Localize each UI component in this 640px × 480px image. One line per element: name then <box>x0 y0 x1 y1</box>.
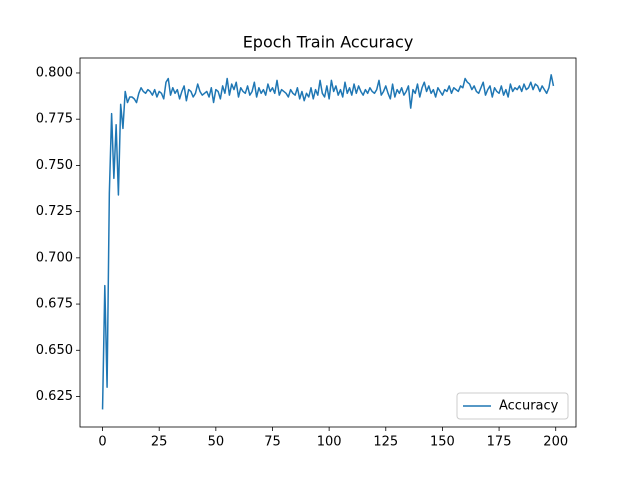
x-tick-label: 25 <box>151 435 168 450</box>
y-tick-label: 0.800 <box>36 65 73 80</box>
y-tick-label: 0.650 <box>36 343 73 358</box>
x-tick-label: 75 <box>264 435 281 450</box>
axes-frame <box>79 57 577 428</box>
x-tick-label: 50 <box>208 435 225 450</box>
y-tick-label: 0.750 <box>36 158 73 173</box>
chart-title: Epoch Train Accuracy <box>243 33 414 52</box>
x-tick-label: 100 <box>317 435 342 450</box>
y-tick-label: 0.725 <box>36 204 73 219</box>
y-tick-label: 0.625 <box>36 389 73 404</box>
legend-label: Accuracy <box>499 399 559 414</box>
line <box>101 74 555 410</box>
y-tick-label: 0.675 <box>36 297 73 312</box>
x-tick-label: 125 <box>373 435 398 450</box>
y-tick-label: 0.700 <box>36 250 73 265</box>
x-tick-label: 200 <box>543 435 568 450</box>
y-tick-label: 0.775 <box>36 112 73 127</box>
x-tick-label: 0 <box>98 435 106 450</box>
x-tick-label: 175 <box>487 435 512 450</box>
legend-box <box>456 392 569 420</box>
x-tick-label: 150 <box>430 435 455 450</box>
